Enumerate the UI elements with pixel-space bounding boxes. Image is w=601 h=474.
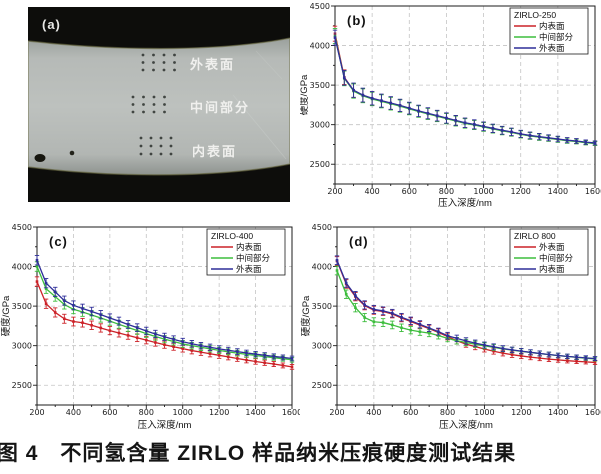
- x-tick-label: 600: [402, 187, 417, 196]
- legend-entry-label: 中间部分: [236, 253, 271, 263]
- x-tick-label: 1600: [585, 187, 601, 196]
- y-tick-label: 3500: [12, 302, 32, 311]
- y-tick-label: 4000: [312, 263, 332, 272]
- indent-array-inner: [139, 136, 173, 156]
- x-axis-label: 压入深度/nm: [138, 419, 192, 431]
- x-tick-label: 800: [440, 408, 455, 417]
- x-tick-label: 1000: [474, 408, 494, 417]
- y-tick-label: 4500: [12, 223, 32, 232]
- series-2: [34, 255, 295, 362]
- legend-entry-label: 内表面: [236, 242, 262, 252]
- x-tick-label: 600: [102, 408, 117, 417]
- legend-title: ZIRLO-250: [514, 10, 556, 20]
- indent-array-outer: [141, 53, 176, 72]
- region-label-inner: 内表面: [192, 144, 237, 159]
- x-tick-label: 200: [329, 408, 344, 417]
- legend-title: ZIRLO 800: [514, 231, 556, 241]
- x-tick-label: 800: [439, 187, 454, 196]
- x-tick-label: 800: [139, 408, 154, 417]
- x-axis-label: 压入深度/nm: [439, 419, 493, 431]
- y-tick-label: 4500: [310, 2, 330, 11]
- x-tick-label: 1200: [511, 187, 531, 196]
- chart-zirlo-400: 200 400 600 800 1000 1200 1400 1600 2500 3000 3500…: [0, 223, 300, 431]
- y-tick-label: 3500: [310, 81, 330, 90]
- legend-entry-label: 中间部分: [539, 253, 574, 263]
- x-tick-label: 200: [29, 408, 44, 417]
- legend-title: ZIRLO-400: [211, 231, 253, 241]
- x-tick-label: 1400: [245, 408, 265, 417]
- indent-array-middle: [131, 95, 166, 114]
- x-tick-label: 1000: [473, 187, 493, 196]
- x-tick-label: 1600: [282, 408, 300, 417]
- scratch-mark: [255, 50, 283, 80]
- y-tick-label: 3000: [310, 121, 330, 130]
- x-axis-label: 压入深度/nm: [438, 197, 492, 209]
- y-tick-label: 2500: [312, 381, 332, 390]
- y-tick-label: 3000: [12, 342, 32, 351]
- series-2: [334, 255, 598, 361]
- panel-letter: (d): [349, 234, 369, 249]
- y-axis-label: 硬度/GPa: [300, 74, 310, 115]
- x-tick-label: 200: [327, 187, 342, 196]
- x-tick-label: 600: [403, 408, 418, 417]
- y-tick-label: 4000: [310, 42, 330, 51]
- panel-letter: (c): [49, 234, 68, 249]
- series-2: [332, 29, 598, 146]
- x-tick-label: 400: [366, 408, 381, 417]
- region-label-middle: 中间部分: [190, 100, 250, 115]
- y-axis-label: 硬度/GPa: [300, 295, 312, 336]
- x-tick-label: 400: [365, 187, 380, 196]
- legend-entry-label: 外表面: [539, 43, 565, 53]
- legend-box: [509, 228, 589, 276]
- surface-defect: [69, 150, 75, 156]
- legend-entry-label: 外表面: [539, 242, 565, 252]
- legend-entry-label: 中间部分: [539, 32, 574, 42]
- y-tick-label: 3500: [312, 302, 332, 311]
- legend-entry-label: 外表面: [236, 264, 262, 274]
- y-tick-label: 2500: [310, 160, 330, 169]
- x-tick-label: 1200: [511, 408, 531, 417]
- x-tick-label: 1400: [548, 187, 568, 196]
- micrograph-panel-a: (a) 外表面 中间部分 内表面: [28, 7, 290, 202]
- scratch-mark: [232, 94, 287, 160]
- y-tick-label: 4500: [312, 223, 332, 232]
- surface-defect: [34, 154, 46, 162]
- chart-zirlo-800: 200 400 600 800 1000 1200 1400 1600 2500 3000 3500…: [300, 223, 601, 431]
- y-tick-label: 2500: [12, 381, 32, 390]
- legend-entry-label: 内表面: [539, 264, 565, 274]
- figure-caption-text: 图 4 不同氢含量 ZIRLO 样品纳米压痕硬度测试结果: [0, 442, 517, 465]
- legend-entry-label: 内表面: [539, 21, 565, 31]
- tube-cross-section: [28, 37, 290, 176]
- legend-box: [206, 228, 286, 276]
- x-tick-label: 1000: [173, 408, 193, 417]
- x-tick-label: 1600: [585, 408, 601, 417]
- chart-zirlo-250: 200 400 600 800 1000 1200 1400 1600 2500 3000 3500…: [300, 2, 601, 209]
- figure-caption: 图 4 不同氢含量 ZIRLO 样品纳米压痕硬度测试结果: [0, 437, 601, 467]
- legend-box: [509, 7, 589, 55]
- y-tick-label: 3000: [312, 342, 332, 351]
- x-tick-label: 400: [66, 408, 81, 417]
- region-label-outer: 外表面: [189, 57, 235, 72]
- y-axis-label: 硬度/GPa: [0, 295, 12, 336]
- panel-letter: (b): [347, 13, 367, 28]
- x-tick-label: 1400: [548, 408, 568, 417]
- x-tick-label: 1200: [209, 408, 229, 417]
- panel-a-letter: (a): [42, 17, 61, 32]
- y-tick-label: 4000: [12, 263, 32, 272]
